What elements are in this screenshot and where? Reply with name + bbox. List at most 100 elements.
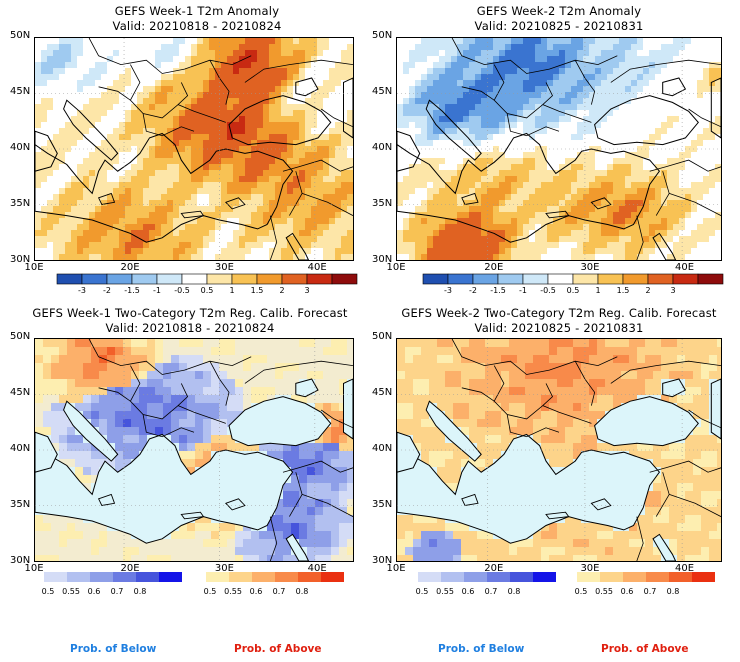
colorbar-swatch bbox=[510, 572, 533, 582]
colorbar-swatch bbox=[646, 572, 669, 582]
lon-tick-label: 20E bbox=[120, 563, 140, 574]
lat-tick-label: 40N bbox=[10, 142, 31, 153]
map4-svg bbox=[397, 339, 721, 561]
panel2-anomaly-colorbar: -3 -2 -1.5 -1 -0.5 0.5 1 1.5 2 3 bbox=[422, 273, 724, 298]
colorbar-swatch bbox=[298, 572, 321, 582]
colorbar-swatch bbox=[622, 273, 649, 285]
panel1-anomaly-colorbar: -3 -2 -1.5 -1 -0.5 0.5 1 1.5 2 3 bbox=[56, 273, 358, 298]
lat-tick-label: 45N bbox=[10, 86, 31, 97]
panel3-title-line1: GEFS Week-1 Two-Category T2m Reg. Calib.… bbox=[32, 306, 348, 320]
lon-tick-label: 40E bbox=[674, 563, 695, 574]
colorbar-tick-label: 0.55 bbox=[595, 587, 613, 596]
colorbar-tick-label: -1.5 bbox=[124, 286, 140, 295]
colorbar-tick-label: 3 bbox=[304, 286, 309, 295]
colorbar-swatch bbox=[464, 572, 487, 582]
lon-tick-label: 30E bbox=[214, 563, 234, 574]
lat-tick-label: 50N bbox=[372, 331, 393, 342]
lat-tick-label: 45N bbox=[10, 387, 31, 398]
panel4-below-colorbar: 0.5 0.55 0.6 0.7 0.8 bbox=[416, 572, 556, 598]
colorbar-tick-label: 0.5 bbox=[416, 587, 429, 596]
colorbar-tick-label: 0.7 bbox=[273, 587, 286, 596]
colorbar-tick-label: 0.8 bbox=[134, 587, 147, 596]
colorbar-tick-label: 0.5 bbox=[201, 286, 214, 295]
colorbar-tick-label: -1.5 bbox=[490, 286, 506, 295]
colorbar-tick-label: 0.6 bbox=[621, 587, 634, 596]
colorbar-swatch bbox=[422, 273, 449, 285]
lat-tick-label: 45N bbox=[372, 86, 393, 97]
colorbar-swatch bbox=[487, 572, 510, 582]
lon-tick-label: 20E bbox=[484, 262, 504, 273]
lon-tick-label: 40E bbox=[674, 262, 695, 273]
lat-tick-label: 40N bbox=[372, 142, 393, 153]
colorbar-tick-label: 1 bbox=[595, 286, 600, 295]
lat-tick-label: 30N bbox=[10, 254, 31, 265]
prob-below-label-1: Prob. of Below bbox=[70, 643, 157, 655]
colorbar-swatch bbox=[206, 273, 233, 285]
lon-tick-label: 10E bbox=[24, 262, 44, 273]
colorbar-tick-label: 0.55 bbox=[62, 587, 80, 596]
panel3-title: GEFS Week-1 Two-Category T2m Reg. Calib.… bbox=[10, 306, 370, 335]
panel3-map bbox=[34, 338, 354, 562]
lon-tick-label: 40E bbox=[307, 563, 327, 574]
colorbar-swatch bbox=[181, 273, 208, 285]
panel2-title-line2: Valid: 20210825 - 20210831 bbox=[474, 19, 644, 33]
colorbar-tick-label: 0.5 bbox=[204, 587, 217, 596]
colorbar-tick-label: 0.8 bbox=[667, 587, 680, 596]
panel1-title-line2: Valid: 20210818 - 20210824 bbox=[112, 19, 282, 33]
colorbar-swatch bbox=[81, 273, 108, 285]
colorbar-tick-label: 0.7 bbox=[485, 587, 498, 596]
colorbar-swatch bbox=[90, 572, 113, 582]
prob-below-label-2: Prob. of Below bbox=[438, 643, 525, 655]
colorbar-swatch bbox=[256, 273, 283, 285]
colorbar-swatch bbox=[206, 572, 229, 582]
colorbar-swatch bbox=[572, 273, 599, 285]
colorbar-swatch bbox=[331, 273, 358, 285]
colorbar-tick-label: -3 bbox=[444, 286, 452, 295]
lat-tick-label: 35N bbox=[10, 198, 31, 209]
lon-tick-label: 30E bbox=[214, 262, 234, 273]
lat-tick-label: 40N bbox=[10, 443, 31, 454]
colorbar-swatch bbox=[231, 273, 258, 285]
colorbar-tick-label: -2 bbox=[469, 286, 477, 295]
colorbar-swatch bbox=[623, 572, 646, 582]
colorbar-tick-label: 0.8 bbox=[508, 587, 521, 596]
lat-tick-label: 50N bbox=[10, 30, 31, 41]
colorbar-tick-label: -3 bbox=[78, 286, 86, 295]
lat-tick-label: 35N bbox=[10, 499, 31, 510]
panel2-title: GEFS Week-2 T2m Anomaly Valid: 20210825 … bbox=[396, 4, 722, 33]
panel1-title: GEFS Week-1 T2m Anomaly Valid: 20210818 … bbox=[34, 4, 360, 33]
colorbar-swatch bbox=[472, 273, 499, 285]
map1-svg bbox=[35, 38, 353, 260]
panel3-title-line2: Valid: 20210818 - 20210824 bbox=[105, 321, 275, 335]
map3-svg bbox=[35, 339, 353, 561]
lon-tick-label: 40E bbox=[307, 262, 327, 273]
colorbar-swatch bbox=[600, 572, 623, 582]
panel4-title: GEFS Week-2 Two-Category T2m Reg. Calib.… bbox=[380, 306, 738, 335]
colorbar-tick-label: 0.7 bbox=[644, 587, 657, 596]
colorbar-tick-label: 0.6 bbox=[462, 587, 475, 596]
colorbar-swatch bbox=[697, 273, 724, 285]
prob-above-label-1: Prob. of Above bbox=[234, 643, 322, 655]
colorbar-swatch bbox=[577, 572, 600, 582]
colorbar-swatch bbox=[136, 572, 159, 582]
colorbar-tick-label: 0.55 bbox=[436, 587, 454, 596]
colorbar-tick-label: 0.7 bbox=[111, 587, 124, 596]
colorbar-swatch bbox=[306, 273, 333, 285]
colorbar-swatch bbox=[447, 273, 474, 285]
colorbar-swatch bbox=[522, 273, 549, 285]
lat-tick-label: 50N bbox=[372, 30, 393, 41]
colorbar-swatch bbox=[67, 572, 90, 582]
lat-tick-label: 35N bbox=[372, 499, 393, 510]
colorbar-swatch bbox=[252, 572, 275, 582]
colorbar-swatch bbox=[672, 273, 699, 285]
colorbar-tick-label: 0.6 bbox=[250, 587, 263, 596]
map2-svg bbox=[397, 38, 721, 260]
colorbar-swatch bbox=[597, 273, 624, 285]
lon-tick-label: 30E bbox=[580, 563, 600, 574]
colorbar-swatch bbox=[441, 572, 464, 582]
lat-tick-label: 40N bbox=[372, 443, 393, 454]
colorbar-swatch bbox=[229, 572, 252, 582]
panel3-above-colorbar: 0.5 0.55 0.6 0.7 0.8 bbox=[204, 572, 344, 598]
lat-tick-label: 50N bbox=[10, 331, 31, 342]
panel2-map bbox=[396, 37, 722, 261]
